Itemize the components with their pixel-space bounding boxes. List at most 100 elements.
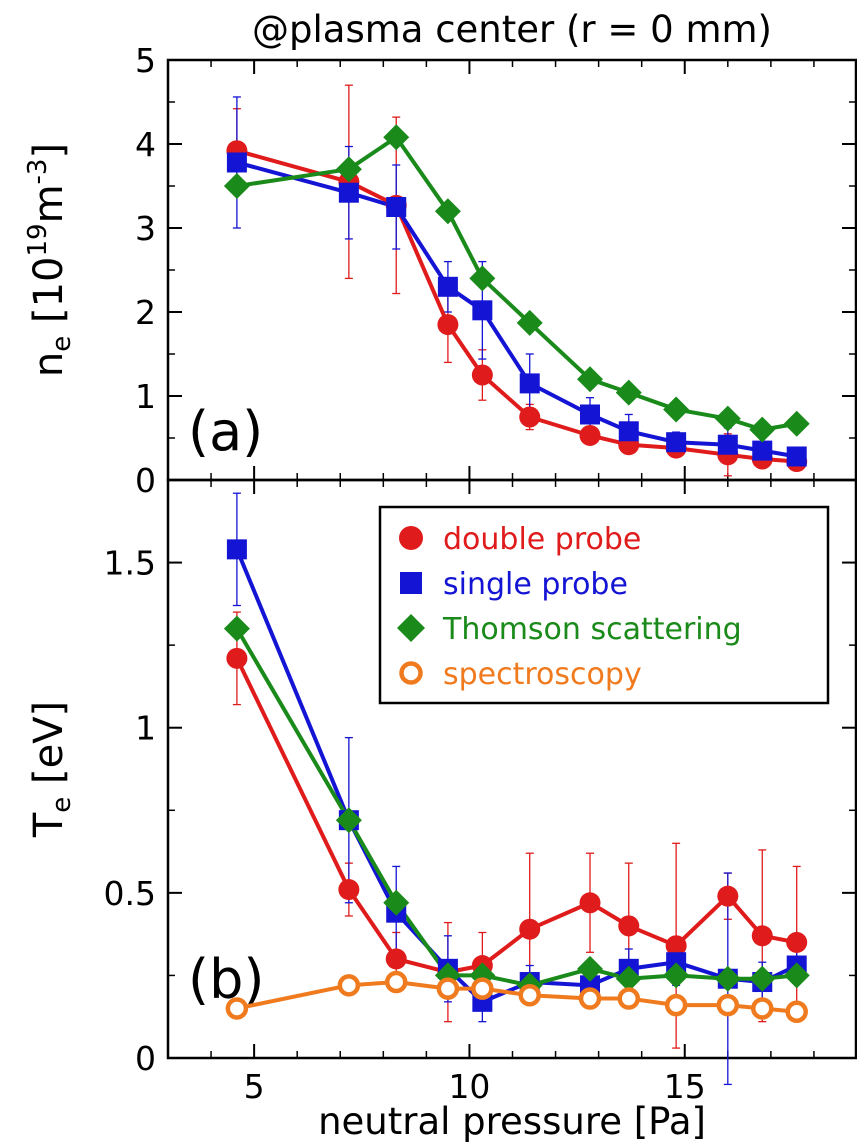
y-label-unit-mid: m — [26, 184, 72, 223]
data-point — [471, 977, 494, 1000]
panel-b-y-axis-label: Te [eV] — [26, 701, 77, 838]
panel-a-y-tick-label: 3 — [135, 209, 156, 248]
data-point — [335, 156, 362, 183]
data-point — [783, 962, 810, 989]
panel-a-y-tick-label: 4 — [135, 125, 156, 164]
data-point — [436, 977, 460, 1000]
data-point — [434, 198, 461, 225]
legend-marker — [399, 661, 423, 685]
data-point — [663, 396, 690, 423]
data-point — [471, 364, 493, 386]
panel-a-y-tick-label: 2 — [135, 293, 156, 332]
series-line — [235, 657, 798, 975]
data-point — [666, 432, 687, 453]
data-point — [752, 440, 773, 461]
data-point — [786, 931, 808, 953]
panel-b-y-tick-label: 1.5 — [104, 544, 156, 583]
data-point — [383, 889, 410, 916]
data-point — [519, 918, 541, 940]
panel-a-y-tick-label: 5 — [135, 41, 156, 80]
chart-title: @plasma center (r = 0 mm) — [252, 8, 772, 51]
y-label-base: T — [26, 812, 72, 838]
data-point — [618, 421, 639, 442]
panel-a-y-tick-label: 1 — [135, 377, 156, 416]
data-point — [335, 807, 362, 834]
data-point — [519, 373, 540, 394]
panel-b-y-tick-label: 0.5 — [104, 874, 156, 913]
panel-b: 5 10 15 0 0.5 1 1.5 Te [eV] (b) double probe singl… — [26, 478, 857, 1106]
legend-marker — [399, 526, 423, 550]
y-label-unit-close: ] — [26, 143, 72, 159]
panel-b-x-tick-label: 15 — [664, 1067, 706, 1106]
data-point — [783, 410, 810, 437]
data-point — [225, 997, 249, 1020]
y-label-subscript: e — [47, 336, 77, 352]
panel-a-label: (a) — [188, 400, 263, 463]
data-point — [577, 366, 604, 393]
series-line — [236, 135, 798, 432]
data-point — [578, 987, 602, 1010]
panel-a-y-axis-label: ne [1019m-3] — [23, 143, 77, 377]
data-point — [786, 446, 807, 467]
data-point — [338, 879, 360, 901]
panel-b-y-tick-label: 0 — [135, 1039, 156, 1078]
data-point — [751, 925, 773, 947]
data-point — [383, 124, 410, 151]
data-point — [749, 416, 776, 443]
data-point — [618, 915, 640, 937]
data-point — [579, 424, 601, 446]
data-point — [472, 300, 493, 321]
legend-label: spectroscopy — [443, 657, 642, 692]
panel-a-y-tick-label: 0 — [135, 461, 156, 500]
data-point — [617, 987, 641, 1010]
y-label-superscript: -3 — [23, 159, 53, 185]
data-point — [223, 615, 250, 642]
panel-b-label: (b) — [188, 948, 264, 1011]
data-point — [751, 997, 774, 1020]
legend-marker — [397, 614, 425, 642]
data-point — [223, 173, 250, 199]
data-point — [337, 974, 361, 997]
data-point — [579, 892, 601, 914]
data-point — [384, 970, 408, 994]
data-point — [338, 182, 359, 203]
data-point — [665, 935, 687, 957]
data-point — [469, 265, 496, 292]
data-point — [518, 983, 541, 1007]
data-point — [666, 952, 687, 973]
data-point — [437, 276, 458, 297]
data-point — [386, 197, 407, 217]
data-point — [749, 965, 776, 992]
data-point — [226, 152, 247, 173]
legend-label: single probe — [443, 567, 628, 602]
data-point — [385, 948, 407, 970]
y-label-unit-open: [10 — [26, 257, 72, 336]
data-point — [577, 955, 604, 982]
data-point — [714, 965, 741, 992]
data-point — [717, 434, 738, 455]
data-point — [226, 539, 247, 560]
x-axis-label: neutral pressure [Pa] — [318, 1100, 706, 1143]
data-point — [615, 965, 642, 992]
data-point — [437, 314, 459, 336]
data-point — [663, 962, 690, 989]
y-label-subscript: e — [47, 797, 77, 813]
legend-marker — [400, 572, 422, 594]
panel-a: 0 1 2 3 4 5 ne [1019m-3] (a) — [23, 41, 857, 500]
legend-box — [378, 505, 830, 705]
data-point — [714, 405, 741, 432]
legend-label: double probe — [443, 522, 641, 557]
data-point — [516, 309, 543, 336]
panel-b-x-tick-label: 10 — [448, 1067, 490, 1106]
data-point — [226, 647, 248, 669]
data-point — [717, 885, 739, 907]
data-point — [785, 1000, 808, 1024]
data-point — [716, 993, 740, 1017]
panel-a-frame — [166, 58, 857, 482]
data-point — [580, 404, 601, 425]
data-point — [519, 406, 541, 428]
y-label-unit: [eV] — [26, 701, 72, 797]
data-point — [664, 993, 688, 1017]
panel-b-y-tick-label: 1 — [135, 709, 156, 748]
